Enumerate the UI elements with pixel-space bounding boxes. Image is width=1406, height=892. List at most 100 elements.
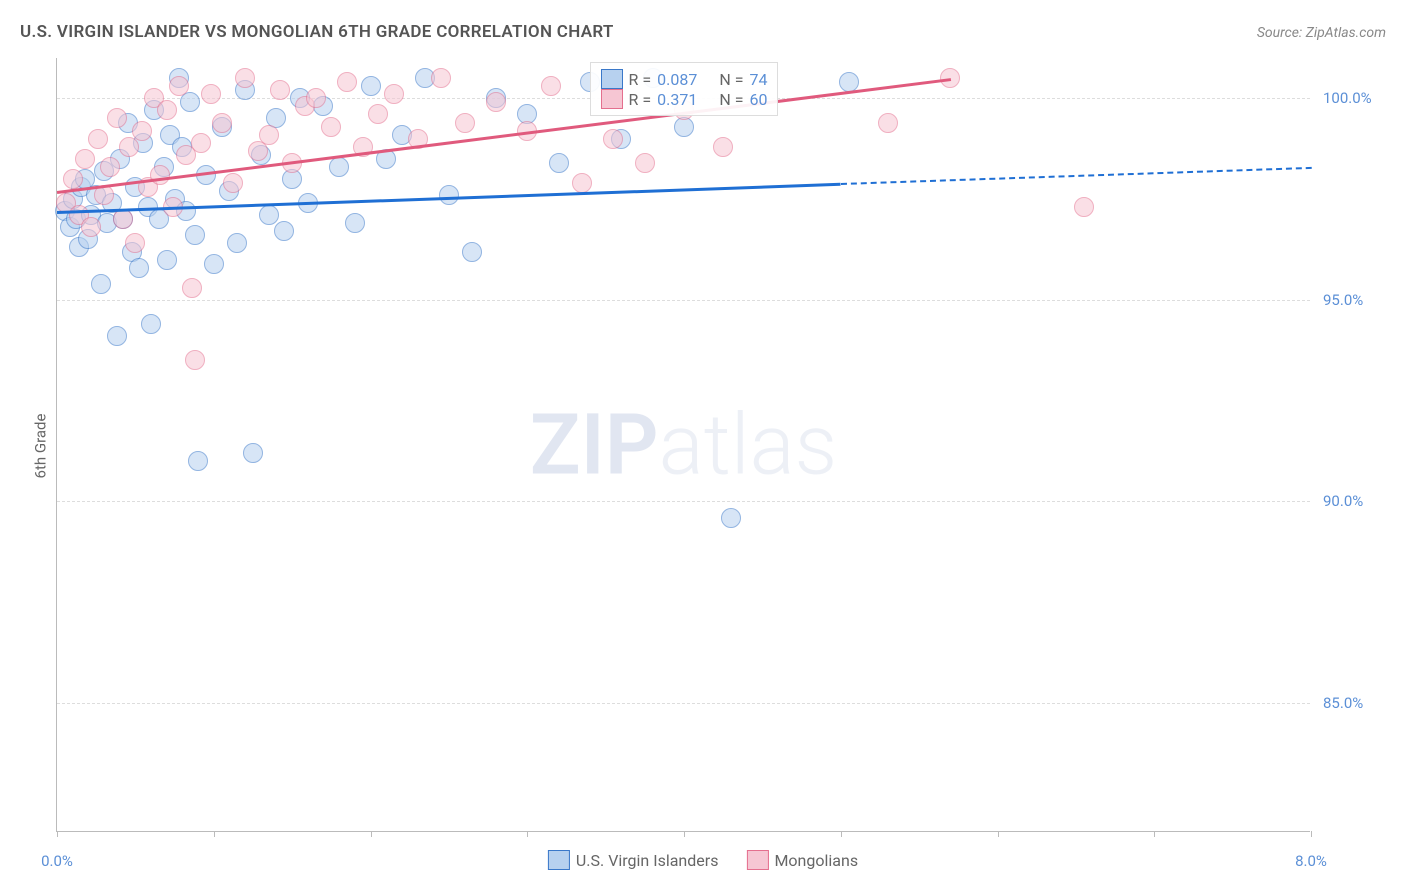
scatter-point: [91, 274, 111, 294]
scatter-point: [191, 133, 211, 153]
y-tick-label: 100.0%: [1323, 89, 1372, 107]
bottom-legend-item: U.S. Virgin Islanders: [548, 850, 719, 870]
scatter-point: [713, 137, 733, 157]
x-tick: [684, 831, 685, 837]
y-tick-label: 90.0%: [1323, 492, 1363, 510]
scatter-point: [201, 84, 221, 104]
scatter-point: [157, 250, 177, 270]
scatter-point: [878, 113, 898, 133]
y-axis-label: 6th Grade: [31, 414, 49, 479]
scatter-point: [63, 169, 83, 189]
series-name: Mongolians: [774, 851, 858, 870]
x-tick-label: 8.0%: [1295, 852, 1327, 870]
x-tick-label: 0.0%: [41, 852, 73, 870]
x-tick: [371, 831, 372, 837]
scatter-point: [321, 117, 341, 137]
stat-r-label: R =: [629, 90, 652, 109]
scatter-point: [75, 149, 95, 169]
watermark: ZIPatlas: [530, 395, 837, 494]
scatter-point: [259, 125, 279, 145]
scatter-point: [243, 443, 263, 463]
scatter-point: [541, 76, 561, 96]
scatter-point: [1074, 197, 1094, 217]
stats-legend-row: R = 0.371 N = 60: [601, 89, 768, 109]
scatter-point: [100, 157, 120, 177]
x-tick: [841, 831, 842, 837]
scatter-point: [169, 76, 189, 96]
scatter-point: [572, 173, 592, 193]
y-tick-label: 85.0%: [1323, 694, 1363, 712]
scatter-point: [259, 205, 279, 225]
legend-swatch: [601, 69, 623, 89]
legend-swatch: [746, 850, 768, 870]
scatter-point: [129, 258, 149, 278]
scatter-point: [227, 233, 247, 253]
scatter-point: [306, 88, 326, 108]
x-tick: [1311, 831, 1312, 837]
stat-r-value: 0.371: [657, 90, 697, 109]
x-tick: [998, 831, 999, 837]
legend-swatch: [548, 850, 570, 870]
scatter-point: [455, 113, 475, 133]
scatter-point: [81, 217, 101, 237]
scatter-point: [274, 221, 294, 241]
stat-r-label: R =: [629, 70, 652, 89]
scatter-point: [150, 165, 170, 185]
scatter-point: [439, 185, 459, 205]
scatter-point: [345, 213, 365, 233]
scatter-point: [549, 153, 569, 173]
scatter-point: [107, 326, 127, 346]
scatter-point: [223, 173, 243, 193]
source-label: Source: ZipAtlas.com: [1257, 25, 1386, 41]
scatter-point: [270, 80, 290, 100]
scatter-point: [368, 104, 388, 124]
x-tick: [1154, 831, 1155, 837]
x-tick: [214, 831, 215, 837]
legend-swatch: [601, 89, 623, 109]
scatter-point: [188, 451, 208, 471]
scatter-point: [113, 209, 133, 229]
scatter-point: [182, 278, 202, 298]
scatter-point: [603, 129, 623, 149]
header-row: U.S. VIRGIN ISLANDER VS MONGOLIAN 6TH GR…: [20, 22, 1386, 42]
scatter-point: [361, 76, 381, 96]
x-tick: [527, 831, 528, 837]
scatter-point: [235, 68, 255, 88]
stat-n-value: 74: [749, 70, 767, 89]
scatter-point: [635, 153, 655, 173]
scatter-point: [119, 137, 139, 157]
x-tick: [57, 831, 58, 837]
stats-legend: R = 0.087 N = 74 R = 0.371 N = 60: [590, 62, 779, 116]
scatter-point: [204, 254, 224, 274]
watermark-light: atlas: [659, 395, 838, 494]
scatter-point: [157, 100, 177, 120]
scatter-point: [141, 314, 161, 334]
bottom-legend-item: Mongolians: [746, 850, 858, 870]
grid-line: [57, 703, 1310, 704]
scatter-point: [88, 129, 108, 149]
stat-r-value: 0.087: [657, 70, 697, 89]
plot-container: ZIPatlas 85.0%90.0%95.0%100.0%0.0%8.0%R …: [56, 58, 1310, 832]
watermark-bold: ZIP: [530, 395, 659, 494]
scatter-point: [462, 242, 482, 262]
scatter-point: [125, 233, 145, 253]
scatter-point: [721, 508, 741, 528]
grid-line: [57, 300, 1310, 301]
y-tick-label: 95.0%: [1323, 291, 1363, 309]
stat-n-value: 60: [749, 90, 767, 109]
scatter-point: [329, 157, 349, 177]
scatter-point: [486, 92, 506, 112]
chart-title: U.S. VIRGIN ISLANDER VS MONGOLIAN 6TH GR…: [20, 22, 614, 42]
scatter-point: [185, 225, 205, 245]
stat-n-label: N =: [719, 70, 743, 89]
series-name: U.S. Virgin Islanders: [576, 851, 719, 870]
scatter-point: [384, 84, 404, 104]
scatter-point: [185, 350, 205, 370]
stat-n-label: N =: [719, 90, 743, 109]
grid-line: [57, 501, 1310, 502]
scatter-point: [431, 68, 451, 88]
trend-line: [841, 167, 1311, 185]
scatter-point: [132, 121, 152, 141]
bottom-legend: U.S. Virgin Islanders Mongolians: [548, 850, 858, 870]
plot-area: ZIPatlas 85.0%90.0%95.0%100.0%0.0%8.0%R …: [56, 58, 1310, 832]
